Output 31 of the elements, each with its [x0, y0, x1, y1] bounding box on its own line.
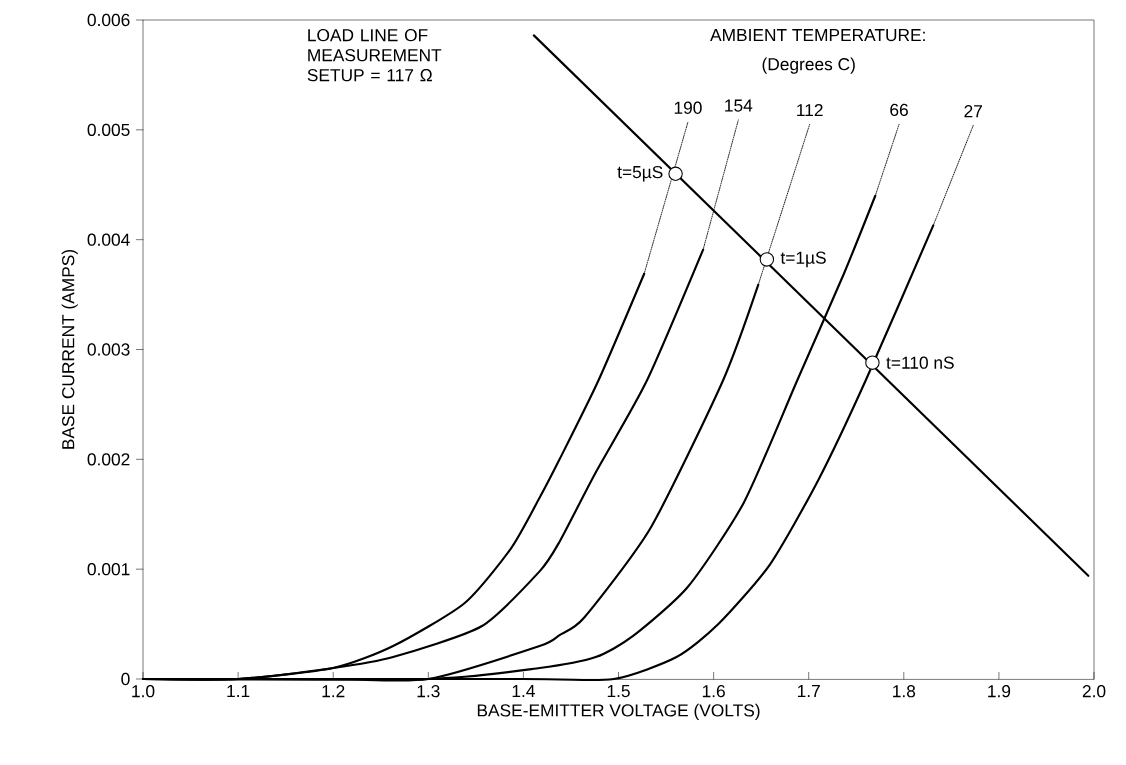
y-tick-label: 0.004 — [87, 233, 130, 246]
annotation: (Degrees C) — [762, 57, 855, 74]
x-tick-label: 1.6 — [702, 685, 725, 698]
x-tick-label: 2.0 — [1082, 685, 1106, 698]
y-tick-label: 0.001 — [87, 563, 130, 576]
series-label: 27 — [964, 105, 982, 118]
y-tick-label: 0.002 — [87, 453, 130, 466]
y-tick-label: 0.006 — [87, 13, 130, 27]
x-tick-label: 1.7 — [797, 685, 820, 697]
x-tick-label: 1.0 — [132, 685, 155, 698]
x-tick-label: 1.4 — [512, 685, 535, 697]
x-tick-label: 1.5 — [607, 685, 630, 698]
y-axis-title: BASE CURRENT (AMPS) — [61, 249, 78, 449]
y-tick-label: 0 — [121, 672, 130, 686]
annotation: t=5µS — [617, 165, 663, 182]
series-label: 154 — [725, 99, 753, 112]
annotation: LOAD LINE OF MEASUREMENT SETUP = 117 Ω — [307, 29, 442, 82]
annotation: t=110 nS — [886, 356, 954, 369]
x-axis-title: BASE-EMITTER VOLTAGE (VOLTS) — [477, 703, 760, 720]
series-label: 112 — [797, 103, 823, 117]
annotation: AMBIENT TEMPERATURE: — [710, 29, 925, 42]
x-tick-label: 1.3 — [417, 685, 440, 698]
series-label: 66 — [890, 103, 908, 117]
y-tick-label: 0.005 — [87, 123, 130, 136]
annotation: t=1µS — [780, 251, 826, 268]
x-tick-label: 1.1 — [227, 685, 250, 697]
series-label: 190 — [674, 101, 702, 114]
x-tick-label: 1.8 — [893, 685, 916, 698]
x-tick-label: 1.9 — [988, 685, 1011, 698]
y-tick-label: 0.003 — [87, 343, 130, 356]
x-tick-label: 1.2 — [322, 685, 345, 698]
